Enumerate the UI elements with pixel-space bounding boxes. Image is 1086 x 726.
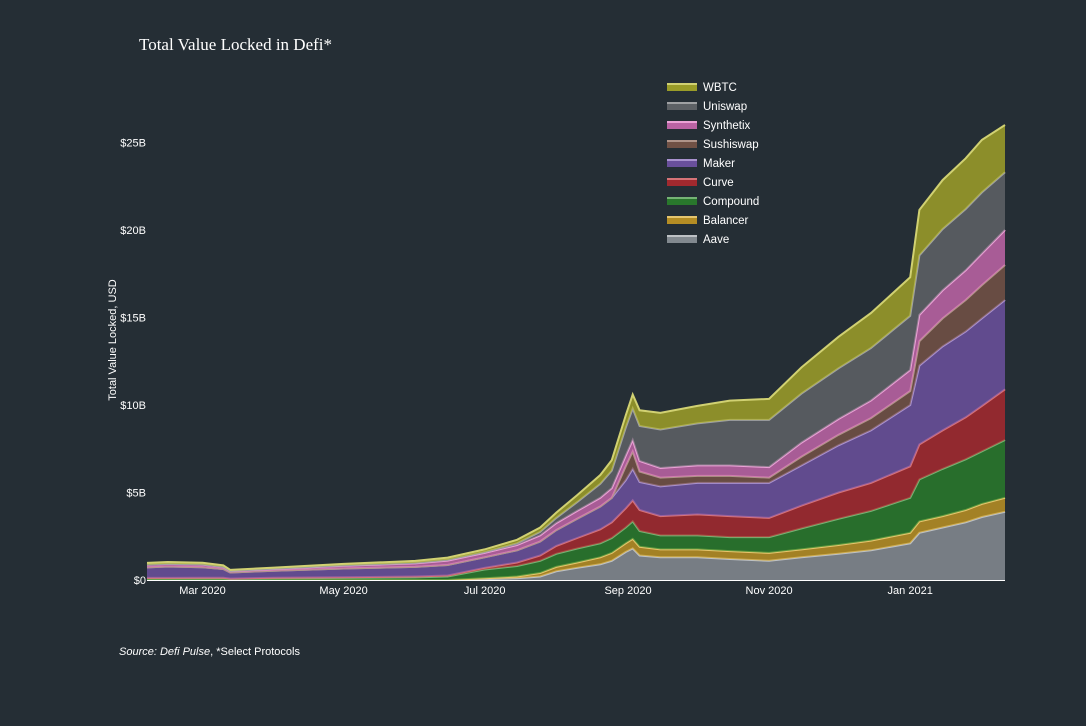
legend-label: Aave [703, 234, 729, 246]
x-tick-label: May 2020 [319, 585, 367, 597]
source-note: Source: Defi Pulse, *Select Protocols [119, 646, 300, 658]
legend-label: Balancer [703, 215, 749, 227]
y-tick-label: $20B [120, 225, 146, 237]
y-tick-label: $25B [120, 138, 146, 150]
source-suffix: , *Select Protocols [210, 646, 300, 658]
x-tick-label: Mar 2020 [179, 585, 225, 597]
source-prefix: Source: Defi Pulse [119, 646, 211, 658]
legend-label: Maker [703, 158, 735, 170]
legend[interactable]: WBTC Uniswap Synthetix Sushiswap Maker Curve C… [667, 82, 759, 246]
x-tick-label: Sep 2020 [604, 585, 651, 597]
legend-item-curve[interactable]: Curve [667, 177, 734, 189]
legend-item-wbtc[interactable]: WBTC [667, 82, 737, 94]
legend-swatch [667, 216, 697, 224]
legend-swatch [667, 83, 697, 91]
legend-label: Compound [703, 196, 759, 208]
y-tick-label: $5B [126, 488, 146, 500]
legend-swatch [667, 178, 697, 186]
legend-swatch [667, 235, 697, 243]
line-wbtc [146, 124, 1006, 571]
y-tick-label: $10B [120, 400, 146, 412]
area-maker [147, 300, 1005, 579]
legend-item-compound[interactable]: Compound [667, 196, 759, 208]
legend-item-aave[interactable]: Aave [667, 234, 729, 246]
legend-swatch [667, 159, 697, 167]
chart-title: Total Value Locked in Defi* [139, 35, 332, 54]
legend-label: Synthetix [703, 120, 751, 132]
y-axis-ticks: $0 $5B $10B $15B $20B $25B [120, 138, 146, 588]
legend-item-uniswap[interactable]: Uniswap [667, 101, 747, 113]
area-aave [147, 511, 1005, 580]
x-tick-label: Jan 2021 [888, 585, 933, 597]
x-tick-label: Jul 2020 [464, 585, 506, 597]
legend-label: Uniswap [703, 101, 747, 113]
legend-swatch [667, 197, 697, 205]
area-wbtc [147, 125, 1005, 571]
y-axis-title: Total Value Locked, USD [107, 279, 119, 401]
legend-swatch [667, 121, 697, 129]
legend-item-maker[interactable]: Maker [667, 158, 735, 170]
legend-item-synthetix[interactable]: Synthetix [667, 120, 751, 132]
legend-swatch [667, 140, 697, 148]
plot-areas [146, 124, 1006, 581]
y-tick-label: $0 [134, 575, 146, 587]
legend-label: Sushiswap [703, 139, 759, 151]
area-curve [147, 389, 1005, 579]
legend-item-balancer[interactable]: Balancer [667, 215, 749, 227]
legend-label: WBTC [703, 82, 737, 94]
legend-swatch [667, 102, 697, 110]
y-tick-label: $15B [120, 313, 146, 325]
area-compound [147, 440, 1005, 580]
legend-item-sushiswap[interactable]: Sushiswap [667, 139, 759, 151]
x-tick-label: Nov 2020 [746, 585, 793, 597]
line-uniswap [146, 171, 1006, 572]
x-axis-ticks: Mar 2020 May 2020 Jul 2020 Sep 2020 Nov 2020… [179, 585, 933, 597]
legend-label: Curve [703, 177, 734, 189]
